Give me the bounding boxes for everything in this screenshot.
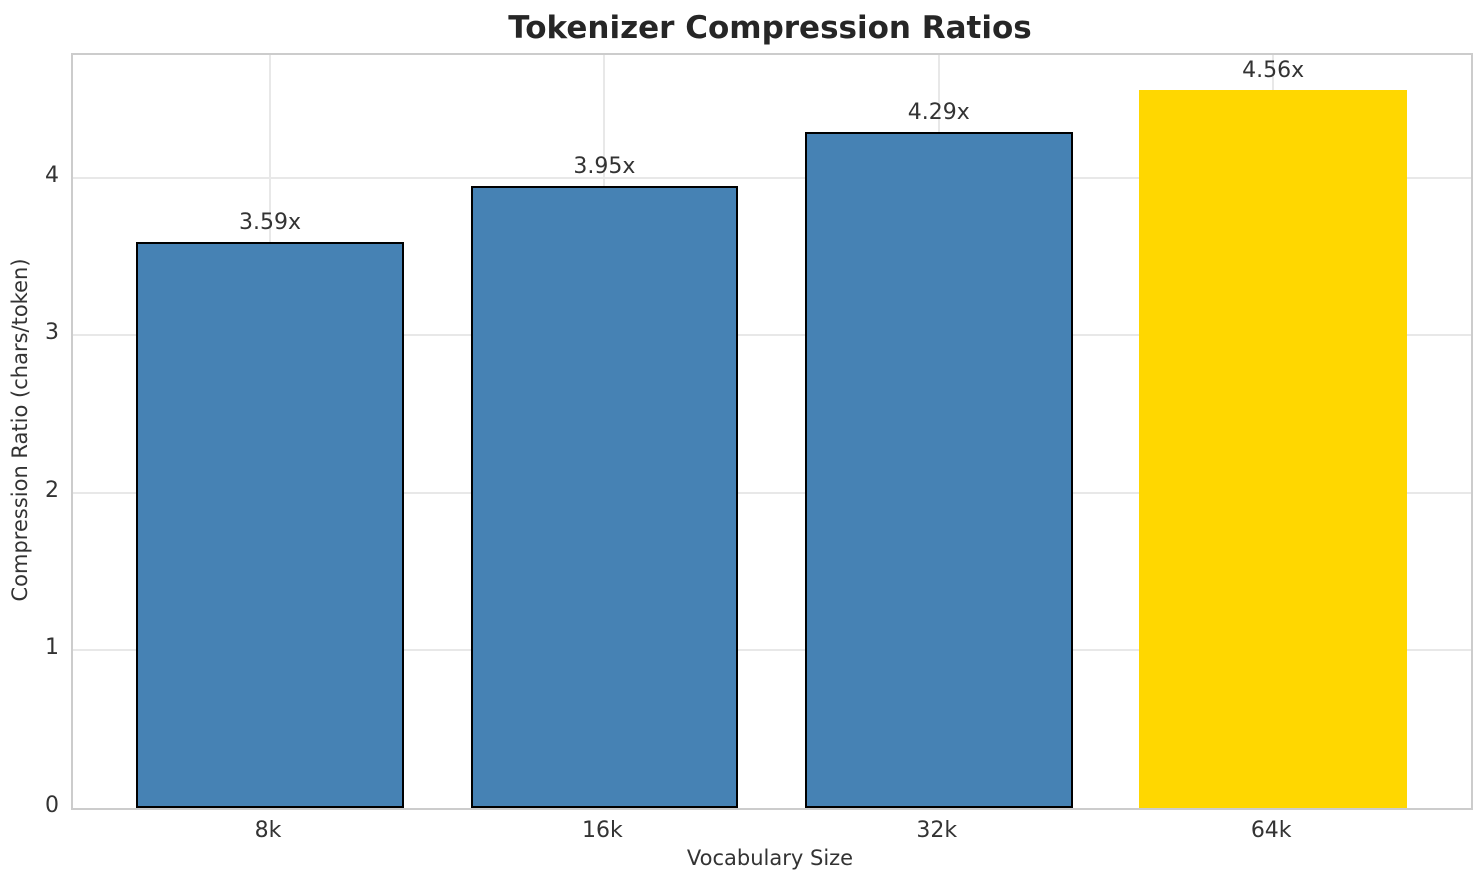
y-tick-label: 3: [45, 320, 59, 346]
x-tick-label: 16k: [582, 818, 623, 843]
x-tick-label: 8k: [254, 818, 282, 843]
bar-value-label: 3.95x: [573, 153, 636, 179]
y-tick-label: 4: [45, 162, 59, 188]
bar-8k: [136, 242, 404, 808]
y-tick-label: 1: [45, 635, 59, 661]
y-tick-label: 2: [45, 477, 59, 503]
gridline-horizontal: [73, 491, 1471, 494]
y-axis-label-text: Compression Ratio (chars/token): [8, 258, 32, 602]
bar-value-label: 3.59x: [238, 210, 301, 236]
plot-area: 3.59x 3.95x 4.29x 4.56x: [71, 53, 1473, 810]
bar-16k: [470, 185, 739, 808]
x-axis-label: Vocabulary Size: [686, 846, 854, 870]
gridline-horizontal: [73, 176, 1471, 179]
bar-value-label: 4.29x: [907, 100, 970, 126]
y-tick-label: 0: [45, 793, 59, 818]
x-tick-label: 32k: [916, 818, 958, 843]
x-tick-label: 64k: [1250, 818, 1292, 843]
bar-32k: [805, 132, 1073, 808]
gridline-horizontal: [73, 649, 1471, 652]
bar-64k: [1139, 89, 1407, 808]
chart-title: Tokenizer Compression Ratios: [508, 10, 1032, 46]
gridline-horizontal: [73, 334, 1471, 337]
bar-value-label: 4.56x: [1242, 57, 1305, 83]
